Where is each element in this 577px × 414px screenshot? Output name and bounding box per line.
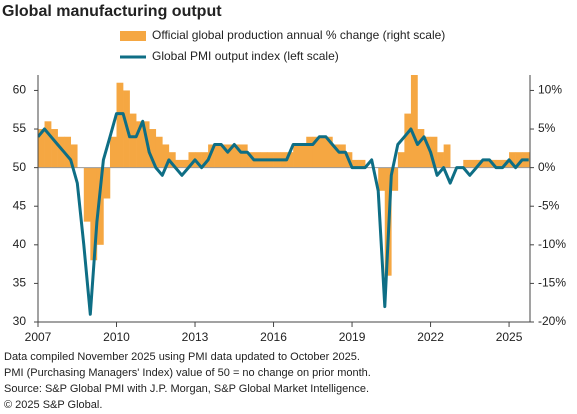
bar <box>482 159 490 168</box>
bar <box>168 152 176 168</box>
bar <box>404 113 412 168</box>
bar <box>306 136 314 168</box>
bar <box>509 152 516 168</box>
bar <box>443 144 451 168</box>
x-tick-label: 2007 <box>25 330 52 344</box>
bar <box>149 129 157 168</box>
bar <box>234 144 242 168</box>
bar <box>325 136 333 168</box>
bar <box>378 167 386 191</box>
bar <box>247 152 255 168</box>
y2-tick-label: -20% <box>538 314 566 328</box>
bar <box>358 159 366 168</box>
bar <box>51 129 58 168</box>
chart-title: Global manufacturing output <box>2 3 222 20</box>
legend-label: Official global production annual % chan… <box>152 28 445 42</box>
bar <box>417 129 425 168</box>
y-tick-label: 60 <box>13 83 27 97</box>
footnote: Source: S&P Global PMI with J.P. Morgan,… <box>4 383 369 395</box>
footnote: © 2025 S&P Global. <box>4 399 102 411</box>
x-tick-label: 2025 <box>496 330 523 344</box>
y2-tick-label: -10% <box>538 237 566 251</box>
y-tick-label: 30 <box>13 314 27 328</box>
bar <box>319 136 327 168</box>
bar <box>338 144 346 168</box>
bar <box>175 159 183 168</box>
bar <box>495 159 503 168</box>
x-tick-label: 2013 <box>182 330 209 344</box>
bar <box>83 167 91 222</box>
bar <box>44 121 52 168</box>
bar <box>227 144 235 168</box>
bar <box>221 144 229 168</box>
bar <box>424 136 431 168</box>
bar <box>410 75 418 168</box>
x-tick-label: 2016 <box>260 330 287 344</box>
bar <box>201 152 209 168</box>
bar <box>293 144 301 168</box>
bar <box>162 144 170 168</box>
bar <box>430 136 438 168</box>
bar <box>240 144 248 168</box>
bar <box>286 152 294 168</box>
y2-tick-label: -5% <box>538 198 560 212</box>
bar <box>109 136 117 168</box>
y-tick-label: 45 <box>13 198 27 212</box>
bar <box>103 167 111 199</box>
bar <box>181 159 189 168</box>
y2-tick-label: 10% <box>538 83 562 97</box>
bar <box>38 129 45 168</box>
bar <box>188 152 196 168</box>
bar <box>437 152 444 168</box>
bar <box>64 136 72 168</box>
bar <box>463 159 471 168</box>
bar <box>70 144 78 168</box>
y-tick-label: 55 <box>13 121 27 135</box>
bar <box>129 113 137 168</box>
bar <box>195 152 202 168</box>
y-tick-label: 50 <box>13 160 27 174</box>
y2-tick-label: 5% <box>538 121 556 135</box>
bar <box>155 136 163 168</box>
bar <box>208 144 215 168</box>
x-tick-label: 2019 <box>339 330 366 344</box>
legend-swatch <box>120 31 146 41</box>
bar <box>352 159 359 168</box>
y-tick-label: 40 <box>13 237 27 251</box>
bar <box>116 82 124 168</box>
bar <box>299 144 307 168</box>
bar <box>528 152 530 168</box>
plot <box>38 75 530 316</box>
bar <box>136 121 143 168</box>
footnote: Data compiled November 2025 using PMI da… <box>4 351 360 363</box>
y2-tick-label: 0% <box>538 160 556 174</box>
bar <box>57 136 65 168</box>
x-tick-label: 2010 <box>103 330 130 344</box>
line <box>38 112 529 316</box>
bar <box>96 167 104 245</box>
footnote: PMI (Purchasing Managers' Index) value o… <box>4 367 371 379</box>
bar <box>397 152 405 168</box>
bar <box>214 144 222 168</box>
legend-label: Global PMI output index (left scale) <box>152 49 339 63</box>
bar <box>332 144 340 168</box>
bar <box>515 152 523 168</box>
y-tick-label: 35 <box>13 276 27 290</box>
bar <box>312 136 320 168</box>
bar <box>391 167 399 191</box>
bar <box>90 167 98 261</box>
x-tick-label: 2022 <box>417 330 444 344</box>
y2-tick-label: -15% <box>538 276 566 290</box>
bar <box>469 159 477 168</box>
